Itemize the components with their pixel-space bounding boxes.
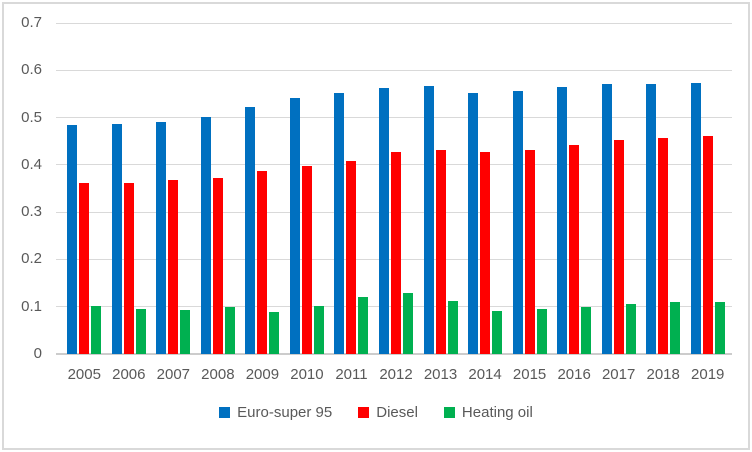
bar-diesel-2008: [212, 177, 223, 354]
x-axis-label-2006: 2006: [112, 366, 146, 383]
bar-heating-oil-2019: [714, 301, 725, 354]
bar-euro-super-95-2017: [601, 83, 612, 354]
x-axis-label-2016: 2016: [557, 366, 591, 383]
y-axis-tick-label: 0: [33, 345, 42, 362]
x-axis-label-2010: 2010: [290, 366, 324, 383]
legend-item-diesel: Diesel: [358, 404, 418, 421]
y-axis-tick-label: 0.7: [21, 14, 42, 31]
legend-label-diesel: Diesel: [376, 404, 418, 421]
bar-diesel-2005: [79, 182, 90, 354]
bar-heating-oil-2012: [403, 293, 413, 354]
bar-euro-super-95-2015: [512, 91, 523, 354]
legend-swatch-diesel: [358, 407, 370, 418]
x-axis-label-2017: 2017: [601, 366, 636, 383]
bar-heating-oil-2008: [224, 306, 235, 354]
x-axis-label-2018: 2018: [646, 366, 680, 383]
legend-label-heating-oil: Heating oil: [461, 404, 533, 421]
x-axis-label-2012: 2012: [379, 366, 413, 383]
bar-heating-oil-2005: [91, 305, 102, 354]
bar-diesel-2010: [301, 166, 312, 354]
x-axis-label-2013: 2013: [423, 366, 458, 383]
bar-heating-oil-2014: [492, 310, 503, 354]
bar-diesel-2007: [168, 179, 179, 354]
bar-euro-super-95-2007: [156, 122, 167, 354]
y-axis-tick-label: 0.1: [21, 297, 42, 315]
bar-euro-super-95-2008: [200, 117, 211, 354]
bar-heating-oil-2007: [180, 310, 191, 354]
bar-euro-super-95-2013: [423, 86, 434, 354]
gridline: [56, 69, 732, 71]
y-axis-tick-label: 0.4: [21, 155, 42, 173]
bar-heating-oil-2015: [536, 308, 547, 354]
legend-item-euro-super-95: Euro-super 95: [219, 404, 332, 421]
bar-euro-super-95-2005: [67, 124, 78, 354]
bar-diesel-2013: [435, 149, 446, 354]
x-axis-label-2019: 2019: [691, 366, 725, 383]
bar-euro-super-95-2012: [379, 87, 389, 354]
legend: Euro-super 95 Diesel Heating oil: [0, 404, 752, 421]
bar-diesel-2011: [346, 161, 357, 354]
x-axis-label-2007: 2007: [156, 366, 191, 383]
x-axis-label-2015: 2015: [512, 366, 547, 383]
legend-label-euro-super-95: Euro-super 95: [237, 404, 333, 421]
bar-euro-super-95-2016: [557, 86, 568, 354]
bar-diesel-2019: [702, 136, 713, 354]
x-axis-label-2008: 2008: [201, 366, 235, 383]
bar-diesel-2009: [257, 171, 268, 354]
bar-diesel-2012: [391, 151, 401, 354]
bar-heating-oil-2013: [447, 300, 458, 354]
bar-heating-oil-2011: [358, 297, 369, 354]
x-axis-label-2005: 2005: [67, 366, 101, 383]
bar-heating-oil-2017: [625, 303, 636, 354]
gridline: [56, 117, 732, 119]
legend-swatch-heating-oil: [443, 407, 455, 418]
bar-heating-oil-2018: [670, 301, 681, 354]
bar-diesel-2016: [569, 144, 580, 354]
bar-euro-super-95-2019: [690, 82, 701, 354]
bar-heating-oil-2009: [269, 311, 280, 354]
y-axis-tick-label: 0.5: [21, 108, 42, 126]
legend-swatch-euro-super-95: [219, 407, 231, 418]
bar-euro-super-95-2014: [468, 93, 479, 354]
bar-euro-super-95-2006: [111, 123, 122, 354]
bar-heating-oil-2016: [581, 306, 592, 354]
bar-euro-super-95-2018: [646, 83, 657, 354]
bar-euro-super-95-2011: [334, 93, 345, 354]
x-axis-label-2011: 2011: [335, 366, 368, 383]
bar-euro-super-95-2009: [245, 107, 256, 354]
bar-diesel-2018: [658, 138, 669, 354]
bar-heating-oil-2006: [135, 308, 146, 354]
legend-item-heating-oil: Heating oil: [443, 404, 533, 421]
y-axis-tick-label: 0.2: [21, 250, 42, 268]
bar-diesel-2006: [123, 182, 134, 354]
x-axis-line: [56, 353, 732, 355]
bar-diesel-2014: [480, 152, 491, 354]
bar-diesel-2015: [524, 150, 535, 354]
bar-heating-oil-2010: [313, 306, 324, 354]
y-axis-tick-label: 0.6: [21, 61, 42, 79]
x-axis-label-2014: 2014: [468, 366, 502, 383]
bar-diesel-2017: [613, 140, 624, 354]
gridline: [56, 22, 732, 24]
x-axis-label-2009: 2009: [245, 366, 280, 383]
bar-euro-super-95-2010: [289, 97, 300, 354]
y-axis-tick-label: 0.3: [21, 203, 42, 221]
